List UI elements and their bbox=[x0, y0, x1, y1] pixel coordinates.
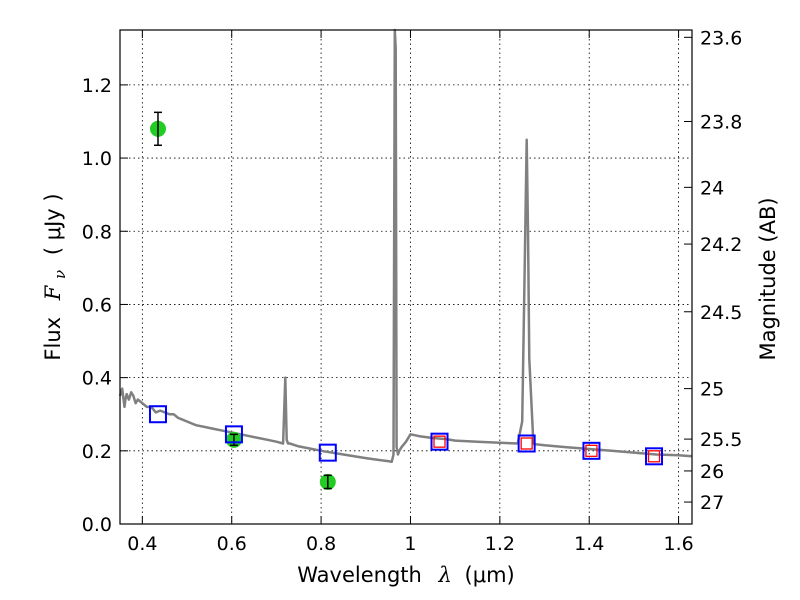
series-layer bbox=[118, 28, 693, 490]
x-tick-label: 1.4 bbox=[574, 533, 604, 555]
x-axis-title: Wavelength λ (μm) bbox=[297, 563, 514, 587]
x-tick-label: 1 bbox=[404, 533, 416, 555]
y-axis-symbol: F bbox=[41, 284, 65, 301]
x-tick-label: 0.6 bbox=[217, 533, 247, 555]
model-square-marker bbox=[582, 441, 601, 460]
plot-frame bbox=[119, 29, 693, 525]
y-axis-title: Flux F ν ( μJy ) bbox=[41, 193, 70, 360]
model-square-marker bbox=[517, 434, 536, 453]
y-axis-subscript: ν bbox=[51, 270, 69, 279]
x-tick-label: 0.8 bbox=[306, 533, 336, 555]
nir-model-square-marker bbox=[585, 444, 598, 457]
model-square-marker bbox=[645, 447, 664, 466]
x-axis-label: Wavelength bbox=[297, 563, 422, 587]
x-tick-label: 1.6 bbox=[663, 533, 693, 555]
y2-tick-label: 23.6 bbox=[700, 27, 742, 49]
y2-tick-label: 23.8 bbox=[700, 111, 742, 133]
y-tick-label: 0.4 bbox=[82, 368, 112, 390]
y2-tick-label: 27 bbox=[700, 492, 724, 514]
x-axis-symbol: λ bbox=[438, 563, 452, 587]
y-axis-label: Flux bbox=[41, 317, 65, 361]
y2-tick-label: 24 bbox=[700, 177, 724, 199]
x-tick-label: 1.2 bbox=[485, 533, 515, 555]
nir-model-square-marker bbox=[520, 437, 533, 450]
model-square-marker bbox=[224, 425, 243, 444]
y2-tick-label: 26 bbox=[700, 461, 724, 483]
x-axis-unit: (μm) bbox=[465, 563, 515, 587]
y2-axis-title: Magnitude (AB) bbox=[756, 197, 780, 360]
model-square-marker bbox=[318, 443, 337, 462]
y2-tick-label: 24.2 bbox=[700, 234, 742, 256]
y-tick-label: 0.6 bbox=[82, 294, 112, 316]
y-tick-label: 0.0 bbox=[82, 514, 112, 536]
x-tick-label: 0.4 bbox=[127, 533, 157, 555]
y-tick-label: 1.0 bbox=[82, 148, 112, 170]
axis-ticks: 0.4 0.6 0.8 1 1.2 1.4 1.6 0.0 0.2 0.4 0.6 0.8 1.0 1.2… bbox=[82, 27, 743, 555]
model-square-marker bbox=[148, 405, 167, 424]
y-tick-label: 1.2 bbox=[82, 75, 112, 97]
y2-tick-label: 24.5 bbox=[700, 302, 742, 324]
spectrum-line bbox=[118, 28, 693, 464]
y-tick-label: 0.2 bbox=[82, 441, 112, 463]
y2-tick-label: 25 bbox=[700, 379, 724, 401]
model-square-marker bbox=[430, 432, 449, 451]
y-axis-unit: ( μJy ) bbox=[41, 193, 65, 255]
y2-tick-label: 25.5 bbox=[700, 429, 742, 451]
y-tick-label: 0.8 bbox=[82, 221, 112, 243]
nir-model-square-marker bbox=[433, 435, 446, 448]
nir-model-square-marker bbox=[647, 450, 661, 463]
